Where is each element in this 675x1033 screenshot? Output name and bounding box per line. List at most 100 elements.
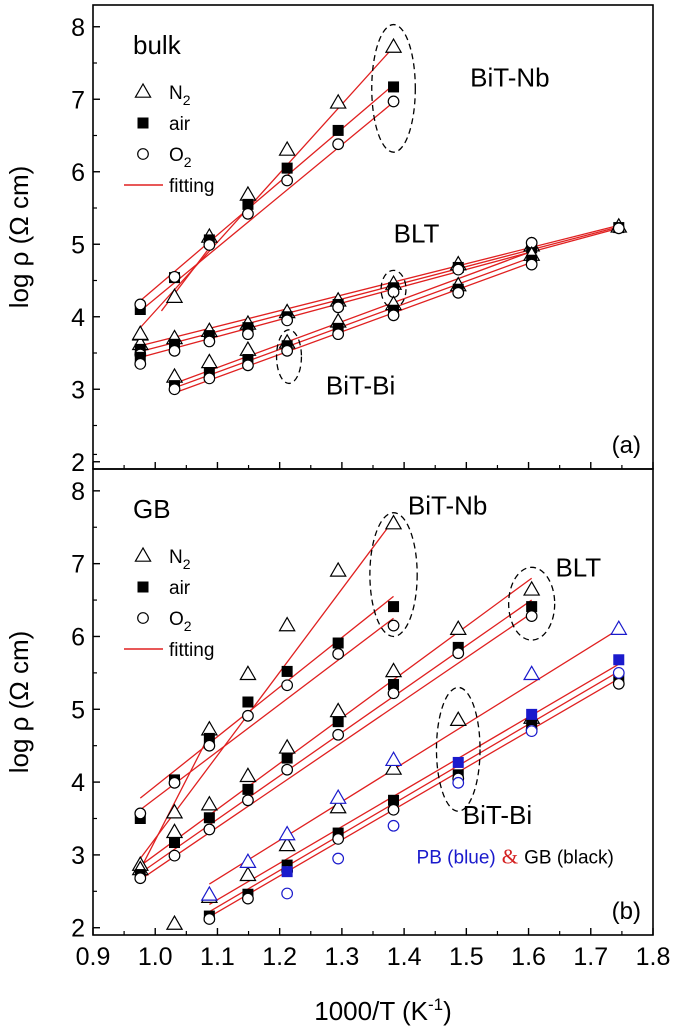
point-bit-bi-o2: [387, 309, 400, 322]
point-bit-bi-pb-n2: [239, 852, 257, 868]
point-blt-o2: [332, 728, 345, 741]
legend-label: N2: [169, 547, 191, 572]
y-tick-label: 3: [71, 842, 85, 870]
point-blt-n2: [449, 619, 467, 635]
fit-line: [139, 84, 394, 302]
point-bit-bi-pb-air: [281, 866, 293, 878]
point-bit-nb-air: [281, 162, 293, 174]
point-bit-nb-o2: [134, 298, 147, 311]
point-bit-nb-o2: [332, 138, 345, 151]
point-blt-n2: [329, 702, 347, 718]
panel-b-gb: 2 3 4 5 6 7 8 0.9 1.0 1.1 1.2 1.3 1.4 1.5 1.6 1.7 1.8 log…: [4, 453, 671, 971]
point-bit-nb-air: [332, 124, 344, 136]
fit-line: [140, 224, 619, 347]
x-tick-label: 0.9: [76, 943, 111, 971]
panel-title: bulk: [133, 30, 182, 60]
point-bit-nb-n2: [239, 665, 257, 681]
point-bit-nb-n2: [200, 720, 218, 736]
point-bit-bi-gb-n2: [449, 711, 467, 727]
point-bit-nb-n2: [278, 140, 296, 156]
sample-annotation: BiT-Nb: [408, 490, 487, 520]
y-tick-label: 8: [71, 478, 85, 506]
x-tick-label: 1.8: [636, 943, 671, 971]
y-tick-label: 2: [71, 915, 85, 943]
point-bit-nb-n2: [278, 616, 296, 632]
point-bit-nb-o2: [387, 619, 400, 632]
point-bit-nb-o2: [387, 95, 400, 108]
sample-annotation: BLT: [555, 552, 601, 582]
point-bit-nb-n2: [384, 37, 403, 53]
fit-line: [139, 595, 394, 799]
point-blt-o2: [452, 263, 465, 276]
y-tick-label: 7: [71, 551, 85, 579]
fit-line: [174, 261, 532, 394]
point-bit-nb-o2: [168, 270, 181, 283]
point-bit-nb-n2: [165, 287, 184, 303]
point-bit-bi-o2: [203, 372, 216, 385]
fit-line: [209, 670, 620, 913]
fit-line: [209, 678, 620, 918]
point-blt-n2: [278, 738, 296, 754]
point-bit-bi-gb-air: [388, 794, 400, 806]
fit-line: [139, 101, 394, 312]
panel-label: (b): [612, 898, 641, 925]
x-tick-label: 1.2: [262, 943, 297, 971]
point-bit-bi-pb-n2: [329, 788, 347, 804]
sample-annotation: BiT-Nb: [470, 63, 549, 93]
x-axis-label: 1000/T (K-1): [314, 995, 452, 1026]
x-tick-label: 1.5: [449, 943, 484, 971]
point-blt-n2: [384, 662, 403, 678]
point-blt-o2: [203, 335, 216, 348]
x-tick-label: 1.4: [387, 943, 422, 971]
group-ellipse: [371, 23, 416, 153]
sample-annotation: BLT: [394, 218, 440, 248]
point-bit-bi-gb-n2: [278, 836, 296, 852]
point-bit-nb-air: [332, 637, 344, 649]
point-blt-n2: [523, 580, 541, 596]
point-bit-nb-n2: [165, 803, 184, 819]
point-bit-nb-o2: [134, 807, 147, 820]
point-bit-bi-gb-o2: [332, 832, 345, 845]
point-bit-bi-gb-o2: [203, 913, 216, 925]
point-bit-nb-o2: [203, 739, 216, 752]
legend-triangle-swatch: [134, 82, 152, 98]
sample-annotation: BiT-Bi: [326, 371, 395, 401]
point-bit-bi-gb-n2: [384, 759, 403, 775]
point-bit-bi-pb-n2: [523, 665, 541, 681]
point-bit-bi-o2: [242, 359, 254, 372]
point-bit-bi-gb-n2: [239, 866, 257, 882]
sample-annotation: BiT-Bi: [463, 800, 532, 830]
legend-label: O2: [169, 145, 192, 170]
y-tick-label: 8: [71, 14, 85, 42]
point-bit-bi-pb-n2: [610, 619, 628, 635]
x-tick-label: 1.7: [573, 943, 608, 971]
panel-title: GB: [133, 494, 171, 524]
group-ellipse: [380, 269, 407, 309]
point-bit-nb-air: [388, 81, 400, 93]
point-blt-air: [526, 601, 538, 613]
y-axis-label: log ρ (Ω cm): [4, 166, 34, 309]
point-bit-nb-o2: [281, 679, 294, 692]
legend-label: N2: [169, 83, 191, 108]
point-bit-bi-gb-n2: [165, 914, 184, 930]
point-bit-bi-pb-air: [452, 756, 464, 768]
legend-triangle-swatch: [134, 546, 152, 562]
x-tick-label: 1.6: [511, 943, 546, 971]
point-blt-air: [332, 716, 344, 728]
point-bit-bi-pb-o2: [281, 887, 294, 900]
fit-line: [139, 519, 395, 859]
point-blt-o2: [242, 328, 254, 341]
panel-a-bulk: 2 3 4 5 6 7 8 log ρ (Ω cm) BiT-Nb BLT BiT-Bi bulk N2…: [4, 4, 654, 477]
point-blt-o2: [242, 794, 254, 807]
point-blt-o2: [134, 872, 147, 885]
point-bit-bi-pb-o2: [332, 852, 345, 865]
y-tick-label: 5: [71, 231, 85, 259]
point-blt-n2: [239, 767, 257, 783]
point-blt-o2: [612, 222, 625, 235]
point-blt-o2: [387, 687, 400, 700]
point-bit-nb-o2: [168, 776, 181, 789]
point-bit-bi-n2: [200, 353, 218, 369]
point-bit-nb-o2: [281, 174, 294, 187]
point-bit-bi-o2: [134, 357, 147, 370]
